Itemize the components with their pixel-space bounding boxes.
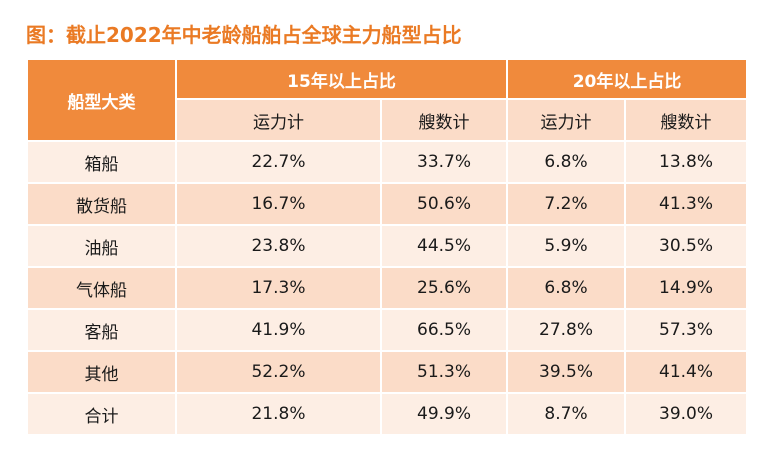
table-cell: 50.6% — [379, 182, 509, 226]
table-cell: 25.6% — [379, 266, 509, 310]
table-cell: 7.2% — [506, 182, 627, 226]
subheader-count-20y: 艘数计 — [624, 98, 749, 142]
subheader-count-15y: 艘数计 — [379, 98, 509, 142]
table-row: 客船 41.9% 66.5% 27.8% 57.3% — [26, 308, 749, 352]
figure-title: 图：截止2022年中老龄船舶占全球主力船型占比 — [26, 23, 462, 47]
group-header-20y: 20年以上占比 — [506, 58, 749, 100]
table-cell: 57.3% — [624, 308, 749, 352]
table-cell: 49.9% — [379, 392, 509, 436]
table-cell: 41.3% — [624, 182, 749, 226]
table-cell: 14.9% — [624, 266, 749, 310]
row-label: 油船 — [26, 224, 177, 268]
ship-age-table: 船型大类 15年以上占比 20年以上占比 运力计 艘数计 运力计 艘数计 箱船 … — [26, 58, 749, 436]
table-cell: 39.5% — [506, 350, 627, 394]
table-cell: 16.7% — [175, 182, 382, 226]
table-cell: 23.8% — [175, 224, 382, 268]
table-row: 箱船 22.7% 33.7% 6.8% 13.8% — [26, 140, 749, 184]
table-cell: 27.8% — [506, 308, 627, 352]
row-label: 合计 — [26, 392, 177, 436]
table-row: 油船 23.8% 44.5% 5.9% 30.5% — [26, 224, 749, 268]
subheader-capacity-20y: 运力计 — [506, 98, 627, 142]
row-label: 其他 — [26, 350, 177, 394]
table-cell: 17.3% — [175, 266, 382, 310]
table-cell: 6.8% — [506, 140, 627, 184]
subheader-capacity-15y: 运力计 — [175, 98, 382, 142]
table-cell: 22.7% — [175, 140, 382, 184]
table-cell: 33.7% — [379, 140, 509, 184]
table-row: 散货船 16.7% 50.6% 7.2% 41.3% — [26, 182, 749, 226]
row-label: 箱船 — [26, 140, 177, 184]
table-cell: 52.2% — [175, 350, 382, 394]
table-cell: 39.0% — [624, 392, 749, 436]
table-cell: 13.8% — [624, 140, 749, 184]
group-header-15y: 15年以上占比 — [174, 58, 509, 100]
table-cell: 21.8% — [175, 392, 382, 436]
table-cell: 51.3% — [379, 350, 509, 394]
table-cell: 5.9% — [506, 224, 627, 268]
table-row: 气体船 17.3% 25.6% 6.8% 14.9% — [26, 266, 749, 310]
table-cell: 66.5% — [379, 308, 509, 352]
row-label: 散货船 — [26, 182, 177, 226]
row-label: 气体船 — [26, 266, 177, 310]
table-cell: 41.4% — [624, 350, 749, 394]
header-row-groups: 船型大类 15年以上占比 20年以上占比 — [26, 58, 749, 142]
corner-header: 船型大类 — [26, 58, 177, 142]
table-row: 其他 52.2% 51.3% 39.5% 41.4% — [26, 350, 749, 394]
header-row-subheaders: 运力计 艘数计 运力计 艘数计 — [27, 98, 749, 142]
row-label: 客船 — [26, 308, 177, 352]
table-cell: 6.8% — [506, 266, 627, 310]
table-row: 合计 21.8% 49.9% 8.7% 39.0% — [26, 392, 749, 436]
table-cell: 8.7% — [506, 392, 627, 436]
table-cell: 30.5% — [624, 224, 749, 268]
table-cell: 41.9% — [175, 308, 382, 352]
table-cell: 44.5% — [379, 224, 509, 268]
